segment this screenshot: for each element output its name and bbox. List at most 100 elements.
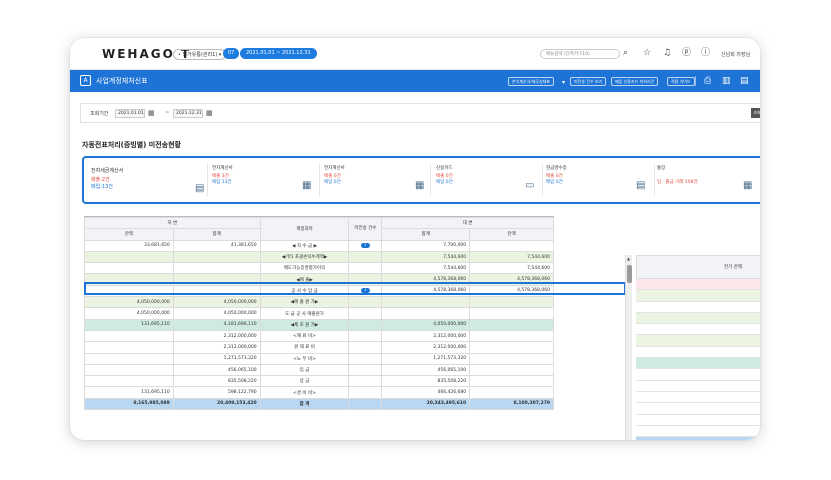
date-from-input[interactable]: 2021.01.01 [115, 109, 145, 118]
unsent-count-cell [348, 352, 383, 365]
table-row[interactable]: 4,050,000,000 4,050,000,000 ◀매 출 원 가▶ [84, 296, 554, 309]
card-bankbook[interactable]: 통장 입 · 출금 거래 108건 ▦ [657, 158, 760, 202]
debit-balance-cell [84, 375, 174, 388]
credit-balance-cell: 4,578,368,060 [469, 273, 554, 286]
unsent-badge[interactable]: 1 [360, 287, 370, 293]
card-sales-count: 매출 0건 [436, 174, 453, 179]
debit-balance-cell [84, 341, 174, 354]
account-cell: <경 비 비> [259, 386, 350, 399]
calendar-icon[interactable]: ▦ [148, 109, 155, 117]
scroll-thumb[interactable] [627, 265, 632, 283]
card-purchase-count: 매입 13건 [212, 180, 232, 185]
unsent-count-cell [348, 397, 383, 411]
delete-icon[interactable]: ▥ [722, 76, 731, 86]
card-credit-card[interactable]: 신용카드 매출 0건 매입 0건 ▭ [436, 158, 541, 202]
prior-balance-row: 527,242,82 [636, 335, 760, 347]
prior-balance-row [636, 392, 760, 404]
p-icon[interactable]: ⓟ [682, 48, 692, 58]
card-e-bill[interactable]: 전자계산서 매출 3건 매입 13건 ▦ [212, 158, 317, 202]
wehago-logo[interactable]: WEHAGO T [102, 47, 192, 61]
bill-icon: ▦ [415, 180, 425, 191]
table-row[interactable]: 4,050,000,000 4,050,000,000 도 급 공 사 매출원가 [84, 307, 554, 320]
star-icon[interactable]: ☆ [643, 48, 652, 58]
menu-search-input[interactable]: 메뉴검색 (단축키:F10) [540, 49, 620, 59]
income-statement-button[interactable]: 손익계산서/재무상태표 [508, 77, 555, 86]
credit-total-cell: 4,050,000,000 [381, 318, 471, 331]
document-icon[interactable]: ▤ [740, 76, 749, 86]
table-row[interactable]: 2,312,000,000 <재 료 비> 2,312,000,000 [84, 329, 554, 343]
unsent-count-cell [348, 363, 383, 377]
table-row[interactable]: 매도가능증권평가이익 7,544,600 7,544,600 [84, 262, 554, 275]
search-button[interactable]: 조회 [751, 108, 760, 118]
credit-balance-cell: 7,544,600 [469, 250, 554, 264]
table-row[interactable]: 456,065,100 임 금 456,065,100 [84, 363, 554, 377]
debit-balance-cell [84, 329, 174, 343]
table-row[interactable]: 131,695,110 4,181,696,110 ◀제 조 원 가▶ 4,050,0… [84, 318, 554, 331]
table-row[interactable]: 1,271,573,320 <노 무 비> 1,271,573,320 [84, 352, 554, 365]
prior-balance-header: 전기 잔액 [636, 255, 760, 279]
card-unprocessed-button[interactable]: 매입 신용카드 미처리건 [611, 77, 659, 86]
unsent-count-cell: 1 [348, 239, 383, 252]
card-icon: ▭ [525, 180, 535, 191]
card-title: 현금영수증 [546, 166, 567, 171]
card-e-tax-invoice[interactable]: 전자세금계산서 매출:2건 매입:13건 ▤ [91, 158, 206, 202]
print-icon[interactable]: ⎙ [704, 76, 712, 86]
debit-balance-header: 잔액 [84, 228, 174, 241]
credit-header: 대 변 [381, 217, 554, 230]
debit-total-cell: 835,508,220 [172, 375, 261, 388]
credit-balance-cell [469, 318, 554, 331]
credit-total-cell [381, 307, 471, 320]
prior-balance-row: 7,544,60 [636, 290, 760, 302]
credit-balance-cell [469, 386, 554, 399]
table-row[interactable]: 131,695,110 598,122,790 <경 비 비> 466,426,680 [84, 386, 554, 399]
table-row[interactable]: ◀매 출▶ 4,578,368,060 4,578,368,060 [84, 273, 554, 286]
card-cash-receipt[interactable]: 현금영수증 매출 0건 매입 0건 ▤ [546, 158, 651, 202]
dropdown-chevron-icon[interactable]: ▾ [562, 79, 566, 86]
card-purchase-count: 매입 0건 [546, 180, 563, 185]
fiscal-period-selector[interactable]: 2021.01.01 ~ 2021.12.31 [240, 48, 317, 59]
table-scrollbar[interactable]: ▲ [625, 255, 632, 440]
account-cell: 원 재 료 비 [259, 341, 350, 354]
scroll-up-icon[interactable]: ▲ [627, 256, 631, 261]
credit-balance-cell [469, 352, 554, 365]
guide-button[interactable]: 적용 가이드 [667, 77, 695, 86]
debit-total-header: 합계 [172, 228, 261, 241]
calendar-icon[interactable]: ▦ [206, 109, 213, 117]
credit-total-cell [381, 296, 471, 309]
help-icon[interactable]: ⓘ [701, 48, 711, 58]
unsent-header: 미전송 건수 [348, 217, 383, 241]
credit-total-cell: 835,508,220 [381, 375, 471, 388]
bell-icon[interactable]: ♫ [663, 48, 672, 58]
company-selector[interactable]: • 명가유통(관리1) ▾ [173, 49, 227, 60]
table-row[interactable]: ◀기타 포괄손익누계액▶ 7,544,600 7,544,600 [84, 250, 554, 264]
card-divider [319, 164, 320, 196]
credit-total-cell: 7,544,600 [381, 262, 471, 275]
unsent-count-cell [348, 307, 383, 320]
card-sales-count: 매출 0건 [546, 174, 563, 179]
account-cell: 매도가능증권평가이익 [259, 262, 350, 275]
account-cell: 공 사 수 입 금 [259, 284, 350, 298]
user-name[interactable]: 신남희 차장님 [721, 52, 751, 58]
credit-total-cell: 466,426,680 [381, 386, 471, 399]
debit-total-cell: 456,065,100 [172, 363, 261, 377]
unsent-count-cell [348, 386, 383, 399]
prior-balance-row: 1,621,762 [636, 437, 760, 440]
debit-balance-cell: 131,695,110 [84, 318, 174, 331]
table-row[interactable]: 33,681,650 41,381,650 ◀ 자 수 금 ▶ 1 7,700,000 [84, 239, 554, 252]
notification-badge[interactable]: 07 [223, 48, 240, 59]
search-icon[interactable]: ⌕ [623, 48, 629, 58]
table-row[interactable]: 공 사 수 입 금 1 4,578,368,060 4,578,368,060 [84, 284, 554, 298]
date-to-input[interactable]: 2021.12.31 [173, 109, 203, 118]
card-e-bill-2[interactable]: 전자계산서 매출 0건 매입 0건 ▦ [324, 158, 429, 202]
table-row[interactable]: 2,312,000,000 원 재 료 비 2,312,000,000 [84, 341, 554, 354]
receipt-icon: ▤ [636, 180, 646, 191]
unsent-count-button[interactable]: 미전송 건수 보기 [570, 77, 607, 86]
debit-total-cell: 4,181,696,110 [172, 318, 261, 331]
table-row[interactable]: 8,165,985,089 20,409,153,420 합 계 20,343,495… [84, 397, 554, 411]
prior-balance-row [636, 358, 760, 370]
unsent-badge[interactable]: 1 [360, 242, 370, 248]
card-purchase-count: 매입 0건 [436, 180, 453, 185]
table-row[interactable]: 835,508,220 상 금 835,508,220 [84, 375, 554, 388]
card-divider [207, 164, 208, 196]
prior-balance-row [636, 426, 760, 438]
